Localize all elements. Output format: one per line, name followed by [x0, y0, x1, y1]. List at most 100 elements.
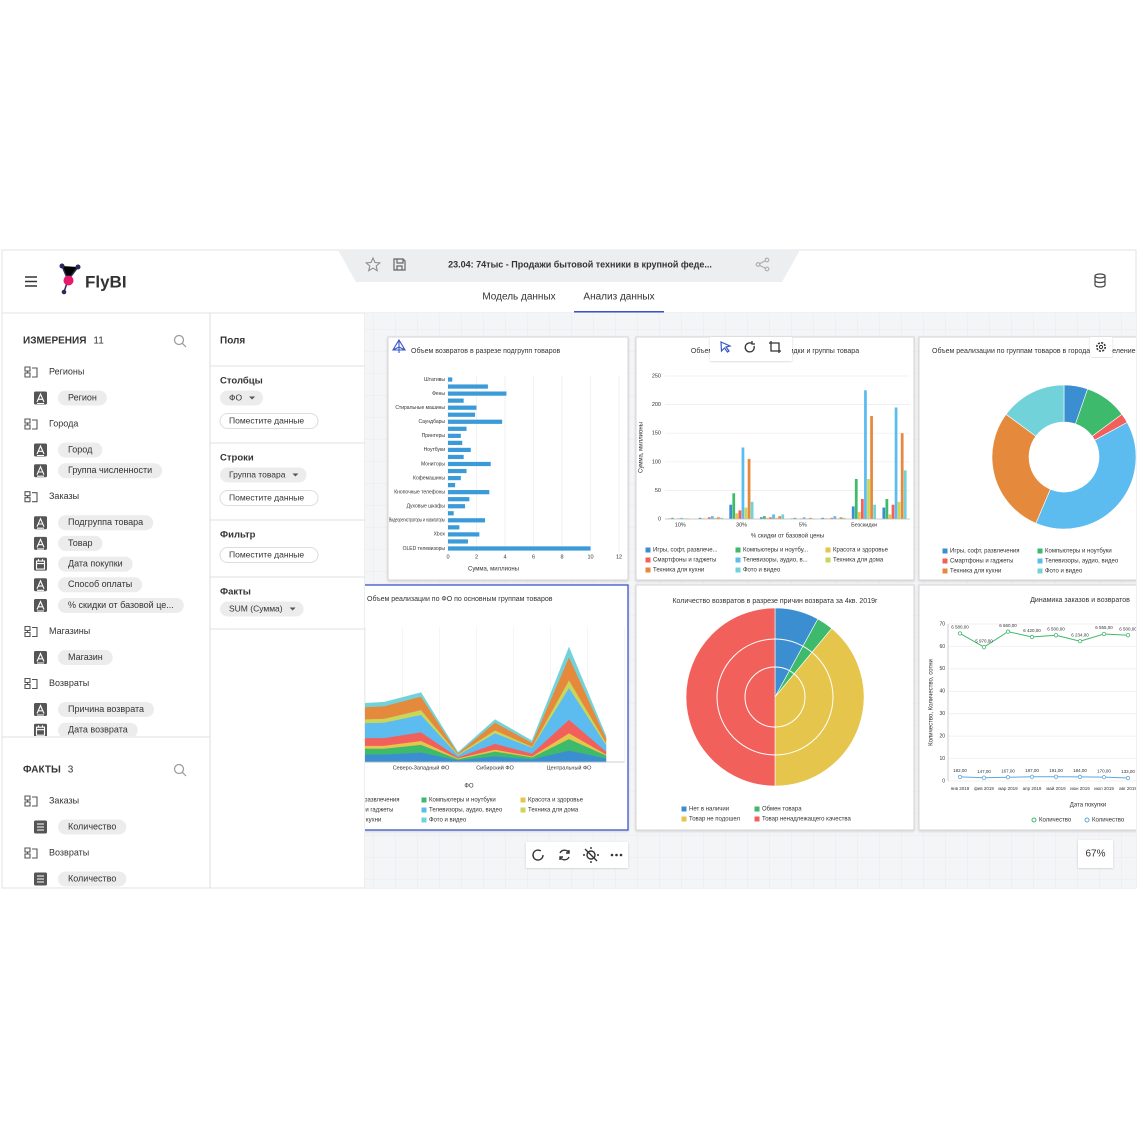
legend-label: Игры, софт, развлече... — [653, 548, 718, 554]
item-chip[interactable] — [58, 535, 103, 551]
point — [1053, 774, 1059, 779]
legend-marker — [1084, 817, 1090, 823]
star-icon[interactable] — [364, 256, 382, 272]
settings-icon[interactable] — [1096, 341, 1107, 352]
drop-zone[interactable] — [219, 547, 319, 563]
dimensions-title: ИЗМЕРЕНИЯ — [23, 336, 86, 347]
item-chip[interactable] — [58, 442, 103, 458]
item-chip[interactable] — [58, 515, 154, 531]
fields-panel: Столбцы ФО Поместите данные Строки Группа то… — [210, 376, 365, 630]
cards: Объем возвратов в разрезе подгрупп товар… — [330, 336, 1140, 831]
item-chip[interactable] — [58, 556, 133, 572]
dropdown-arrow — [292, 473, 299, 477]
bar — [750, 501, 754, 519]
value-label: 6 234,00 — [1071, 632, 1089, 637]
bar — [671, 517, 674, 519]
group-name: Заказы — [49, 491, 79, 501]
tab[interactable]: Модель данных — [482, 292, 555, 303]
reset-icon[interactable] — [532, 849, 544, 861]
x-axis-label: % скидки от базовой цены — [751, 533, 824, 540]
toolbar-bg — [710, 337, 792, 361]
legend-label: Количество — [1092, 818, 1125, 824]
item-chip[interactable] — [58, 463, 163, 479]
bar — [830, 517, 834, 519]
section-title: Фильтр — [220, 530, 256, 541]
share-icon[interactable] — [755, 257, 770, 272]
value-label: 133,00 — [1121, 769, 1135, 774]
point — [1029, 774, 1035, 779]
card[interactable] — [635, 336, 915, 581]
report-tab[interactable] — [338, 250, 800, 282]
settings-box[interactable] — [1090, 337, 1112, 357]
legend-label: Товар ненадлежащего качества — [762, 817, 851, 823]
value-label: 184,00 — [1073, 768, 1087, 773]
y-tick-label: Саундбары — [419, 419, 446, 425]
crop-icon[interactable] — [769, 341, 781, 353]
item-icon-glyph — [36, 600, 45, 612]
save-icon[interactable] — [393, 258, 406, 271]
menu-icon[interactable] — [25, 276, 37, 287]
point — [1029, 634, 1035, 640]
zoom-box[interactable] — [1078, 840, 1113, 868]
legend-label: Телевизоры, аудио, в... — [743, 558, 808, 564]
chart-menu-icon[interactable] — [392, 338, 406, 353]
item-chip[interactable] — [58, 577, 143, 593]
item-chip[interactable] — [58, 819, 127, 835]
item-label: Дата возврата — [68, 725, 128, 735]
bar — [448, 440, 463, 445]
bar — [735, 513, 739, 519]
legend-label: Обмен товара — [762, 807, 802, 813]
legend-label: Смартфоны и гаджеты — [330, 808, 393, 814]
legend-marker — [681, 816, 687, 822]
x-axis-label: Сумма, миллионы — [468, 567, 519, 573]
tab-active[interactable]: Анализ данных — [583, 292, 654, 303]
field-chip[interactable] — [220, 601, 304, 617]
field-chip[interactable] — [220, 467, 307, 483]
item-icon-glyph — [37, 823, 44, 831]
legend-label: Техника для кухни — [653, 568, 704, 574]
item-chip[interactable] — [58, 722, 138, 738]
bar — [448, 398, 464, 403]
bar — [873, 504, 877, 519]
select-icon[interactable] — [720, 341, 732, 353]
bar — [861, 498, 864, 519]
bar — [448, 391, 507, 396]
legend-marker — [681, 806, 687, 812]
item-icon-glyph — [35, 559, 46, 570]
bar — [793, 517, 797, 519]
item-chip[interactable] — [58, 871, 127, 887]
card[interactable] — [387, 336, 629, 581]
data-icon[interactable] — [1094, 273, 1106, 288]
item-chip[interactable] — [58, 702, 155, 717]
lasso-icon[interactable] — [744, 341, 755, 353]
legend-label: Смартфоны и гаджеты — [653, 558, 716, 564]
bar — [885, 498, 889, 519]
search-icon[interactable] — [173, 763, 187, 777]
field-chip[interactable] — [220, 390, 264, 406]
item-chip[interactable] — [58, 598, 184, 613]
y-tick-label: 40 — [939, 689, 945, 695]
bar — [448, 433, 461, 438]
bar — [808, 517, 812, 519]
x-tick-label: 10% — [675, 522, 686, 528]
search-icon[interactable] — [173, 334, 187, 348]
item-chip[interactable] — [58, 650, 113, 665]
drop-zone[interactable] — [219, 490, 319, 506]
drop-zone[interactable] — [219, 413, 319, 429]
bar — [448, 447, 471, 453]
card[interactable] — [918, 584, 1140, 831]
item-chip[interactable] — [58, 390, 107, 406]
legend-label: Техника для дома — [833, 558, 884, 564]
value-label: 170,00 — [1097, 768, 1111, 773]
drop-zone-label: Поместите данные — [229, 549, 304, 559]
more-icon[interactable] — [610, 853, 623, 857]
refresh-icon[interactable] — [559, 849, 570, 861]
y-tick-label: 250 — [652, 373, 661, 379]
value-label: 5 970,00 — [975, 638, 993, 643]
chart: Объем реализации по ФО по основным групп… — [330, 595, 625, 824]
chart: Количество возвратов в разрезе причин во… — [672, 598, 878, 823]
filter-off-icon[interactable] — [583, 847, 599, 863]
group-icon — [24, 795, 38, 807]
chart-title: Количество возвратов в разрезе причин во… — [672, 598, 878, 605]
